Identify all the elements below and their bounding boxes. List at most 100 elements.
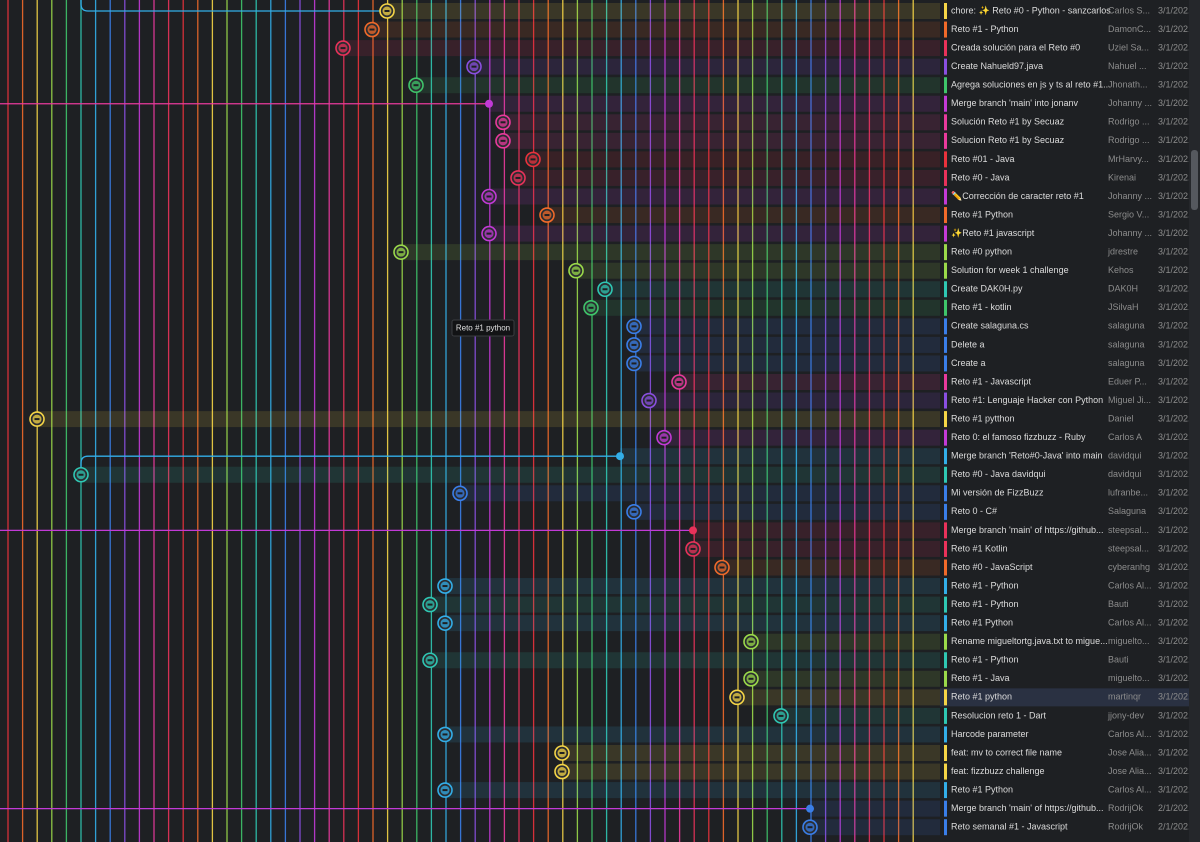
commit-row[interactable]: ✨Reto #1 javascript Johanny ... 3/1/202... bbox=[489, 225, 1196, 242]
commit-node[interactable] bbox=[422, 652, 438, 669]
commit-node[interactable] bbox=[714, 559, 730, 576]
commit-row[interactable]: Reto #0 - Java davidqui davidqui 3/1/202..… bbox=[81, 466, 1196, 483]
commit-row[interactable]: Resolucion reto 1 - Dart jjony-dev 3/1/202… bbox=[781, 707, 1196, 724]
commit-row[interactable]: Solution for week 1 challenge Kehos 3/1/20… bbox=[576, 262, 1196, 279]
commit-row[interactable]: Reto #1 - Python Carlos Al... 3/1/202... bbox=[445, 578, 1196, 595]
commit-message: Create salaguna.cs bbox=[951, 321, 1029, 331]
row-band bbox=[737, 689, 940, 706]
commit-row[interactable]: ✏️Corrección de caracter reto #1 Johanny … bbox=[489, 188, 1196, 205]
commit-date: 3/1/202... bbox=[1158, 376, 1196, 386]
commit-row[interactable]: Reto 0 - C# Salaguna 3/1/202... bbox=[634, 503, 1196, 520]
commit-row[interactable]: Reto #0 - Java Kirenai 3/1/202... bbox=[518, 169, 1196, 186]
commit-row[interactable]: Reto #1 - Python Bauti 3/1/202... bbox=[430, 652, 1196, 669]
commit-node[interactable] bbox=[73, 466, 89, 483]
commit-row[interactable]: Create a salaguna 3/1/202... bbox=[634, 355, 1196, 372]
commit-node[interactable] bbox=[495, 133, 511, 149]
commit-node[interactable] bbox=[641, 392, 657, 409]
commit-row[interactable]: Reto #1 python martinqr 3/1/202... bbox=[737, 688, 1196, 707]
commit-row[interactable]: Create salaguna.cs salaguna 3/1/202... bbox=[634, 318, 1196, 335]
commit-node[interactable] bbox=[626, 337, 642, 353]
commit-node[interactable] bbox=[685, 541, 701, 557]
commit-row[interactable]: Reto #1 - kotlin JSilvaH 3/1/202... bbox=[591, 299, 1196, 316]
merge-dot[interactable] bbox=[485, 99, 493, 108]
commit-row[interactable]: Merge branch 'main' of https://github...… bbox=[693, 522, 1196, 539]
commit-message: Creada solución para el Reto #0 bbox=[951, 42, 1080, 52]
commit-row[interactable]: Solución Reto #1 by Secuaz Rodrigo ... 3/1… bbox=[503, 114, 1196, 131]
commit-row[interactable]: feat: mv to correct file name Jose Alia..… bbox=[562, 745, 1196, 761]
commit-node[interactable] bbox=[597, 281, 613, 298]
merge-dot[interactable] bbox=[806, 804, 814, 813]
commit-node[interactable] bbox=[554, 745, 570, 761]
commit-row[interactable]: Reto #01 - Java MrHarvy... 3/1/202... bbox=[533, 151, 1196, 168]
commit-node[interactable] bbox=[437, 615, 453, 631]
merge-dot[interactable] bbox=[689, 526, 697, 535]
commit-node[interactable] bbox=[437, 578, 453, 594]
commit-node[interactable] bbox=[743, 670, 759, 687]
commit-row[interactable]: Reto #1 Kotlin steepsal... 3/1/202... bbox=[693, 540, 1196, 557]
commit-node[interactable] bbox=[656, 429, 672, 446]
commit-node[interactable] bbox=[743, 633, 759, 650]
commit-node[interactable] bbox=[364, 21, 380, 38]
commit-row[interactable]: Reto #0 - JavaScript cyberanhg 3/1/202... bbox=[722, 559, 1196, 576]
commit-node[interactable] bbox=[29, 411, 45, 427]
commit-row[interactable]: Creada solución para el Reto #0 Uziel Sa.… bbox=[343, 40, 1196, 57]
commit-row[interactable]: Reto 0: el famoso fizzbuzz - Ruby Carlos … bbox=[664, 429, 1196, 446]
commit-row[interactable]: Create Nahueld97.java Nahuel ... 3/1/202..… bbox=[474, 58, 1196, 75]
commit-row[interactable]: Reto #1 - Python DamonC... 3/1/202... bbox=[372, 21, 1196, 38]
commit-node[interactable] bbox=[539, 207, 555, 223]
commit-node[interactable] bbox=[466, 58, 482, 75]
commit-row[interactable]: Reto #1 pytthon Daniel 3/1/202... bbox=[37, 411, 1196, 428]
commit-node[interactable] bbox=[481, 225, 497, 242]
commit-row[interactable]: Reto #1 Python Sergio V... 3/1/202... bbox=[547, 207, 1196, 224]
commit-date: 3/1/202... bbox=[1158, 98, 1196, 108]
commit-node[interactable] bbox=[525, 151, 541, 168]
commit-node[interactable] bbox=[452, 485, 468, 502]
commit-row[interactable]: Merge branch 'main' of https://github...… bbox=[810, 800, 1196, 817]
commit-node[interactable] bbox=[583, 299, 599, 316]
scrollbar-thumb[interactable] bbox=[1191, 150, 1198, 210]
commit-node[interactable] bbox=[495, 114, 511, 131]
commit-row[interactable]: chore: ✨ Reto #0 - Python - sanzcarlosCa… bbox=[387, 3, 1196, 19]
commit-row[interactable]: Agrega soluciones en js y ts al reto #1.… bbox=[416, 77, 1196, 94]
commit-row[interactable]: Mi versión de FizzBuzz lufranbe... 3/1/202… bbox=[460, 485, 1196, 502]
commit-row[interactable]: Reto #1 - Java miguelto... 3/1/202... bbox=[751, 670, 1196, 687]
commit-node[interactable] bbox=[626, 355, 642, 372]
commit-row[interactable]: Reto #1 Python Carlos Al... 3/1/202... bbox=[445, 615, 1196, 632]
commit-row[interactable]: Reto semanal #1 - Javascript RodrijOk 2/1/… bbox=[810, 819, 1196, 836]
commit-row[interactable]: Merge branch 'Reto#0-Java' into main davi… bbox=[620, 448, 1196, 465]
commit-row[interactable]: Solucion Reto #1 by Secuaz Rodrigo ... 3/1… bbox=[503, 132, 1196, 149]
commit-row[interactable]: Reto #1 Python Carlos Al... 3/1/202... bbox=[445, 782, 1196, 799]
commit-row[interactable]: Reto #1 - Python Bauti 3/1/202... bbox=[430, 596, 1196, 613]
commit-row[interactable]: Reto #0 python jdrestre 3/1/202... bbox=[401, 244, 1196, 261]
commit-node[interactable] bbox=[335, 40, 351, 56]
commit-node[interactable] bbox=[729, 689, 745, 706]
commit-row[interactable]: Reto #1 - Javascript Eduer P... 3/1/202... bbox=[679, 374, 1196, 390]
commit-node[interactable] bbox=[626, 318, 642, 335]
commit-node[interactable] bbox=[393, 244, 409, 260]
commit-node[interactable] bbox=[437, 782, 453, 798]
commit-node[interactable] bbox=[408, 77, 424, 93]
commit-row[interactable]: Delete a salaguna 3/1/202... bbox=[634, 336, 1196, 353]
commit-date: 3/1/202... bbox=[1158, 451, 1196, 461]
commit-row[interactable]: Harcode parameter Carlos Al... 3/1/202... bbox=[445, 726, 1196, 743]
commit-node[interactable] bbox=[554, 763, 570, 780]
commit-node[interactable] bbox=[437, 726, 453, 743]
commit-node[interactable] bbox=[481, 188, 497, 205]
commit-node[interactable] bbox=[379, 3, 395, 19]
merge-dot[interactable] bbox=[616, 452, 624, 461]
branch-color-bar bbox=[944, 522, 947, 539]
commit-node[interactable] bbox=[510, 170, 526, 186]
commit-row[interactable]: Create DAK0H.py DAK0H 3/1/202... bbox=[605, 281, 1196, 298]
commit-date: 3/1/202... bbox=[1158, 42, 1196, 52]
commit-node[interactable] bbox=[671, 374, 687, 390]
commit-node[interactable] bbox=[802, 819, 818, 836]
commit-node[interactable] bbox=[422, 596, 438, 613]
commit-row[interactable]: Merge branch 'main' into jonanv Johanny .… bbox=[489, 95, 1196, 112]
commit-row[interactable]: Reto #1: Lenguaje Hacker con Python Migue… bbox=[649, 392, 1196, 409]
commit-node[interactable] bbox=[773, 708, 789, 724]
commit-row[interactable]: feat: fizzbuzz challenge Jose Alia... 3/1/… bbox=[562, 763, 1196, 780]
commit-node[interactable] bbox=[626, 504, 642, 520]
commit-node[interactable] bbox=[568, 262, 584, 279]
commit-row[interactable]: Rename migueltortg.java.txt to migue... m… bbox=[751, 633, 1196, 650]
